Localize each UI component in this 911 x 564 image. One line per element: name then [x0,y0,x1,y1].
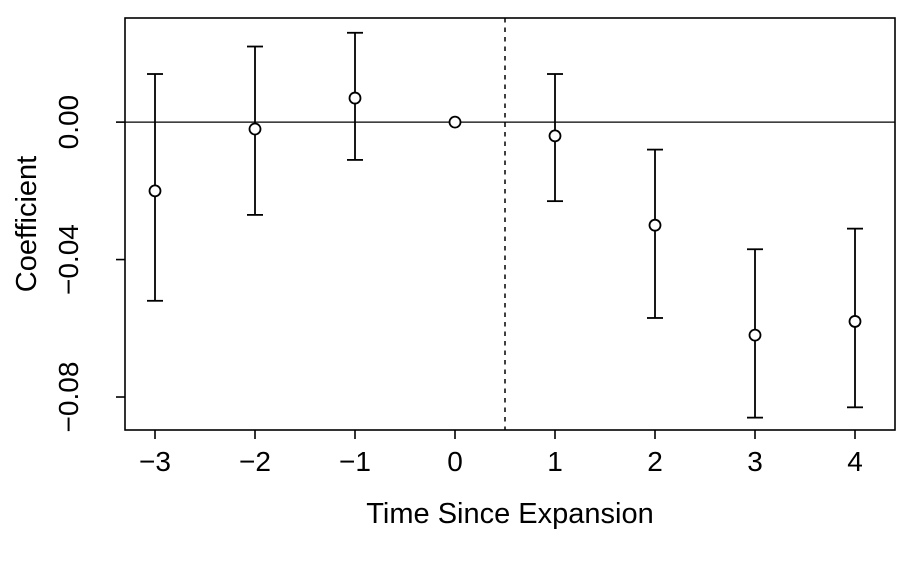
data-point [348,91,362,105]
x-tick-label: 4 [847,446,863,477]
data-point [448,115,462,129]
x-tick-label: 3 [747,446,763,477]
data-point [748,328,762,342]
y-tick-label: −0.08 [53,362,84,433]
y-axis-title: Coefficient [11,156,43,293]
x-tick-label: −1 [339,446,371,477]
x-tick-label: −3 [139,446,171,477]
data-point [648,218,662,232]
data-point [248,122,262,136]
y-tick-label: 0.00 [53,95,84,150]
data-point [148,184,162,198]
x-tick-label: 0 [447,446,463,477]
y-tick-label: −0.04 [53,224,84,295]
data-point [848,315,862,328]
plot-box [124,17,896,431]
x-tick-label: 1 [547,446,563,477]
x-tick-label: 2 [647,446,663,477]
data-point [548,129,562,143]
x-axis-title: Time Since Expansion [366,498,653,530]
x-tick-label: −2 [239,446,271,477]
